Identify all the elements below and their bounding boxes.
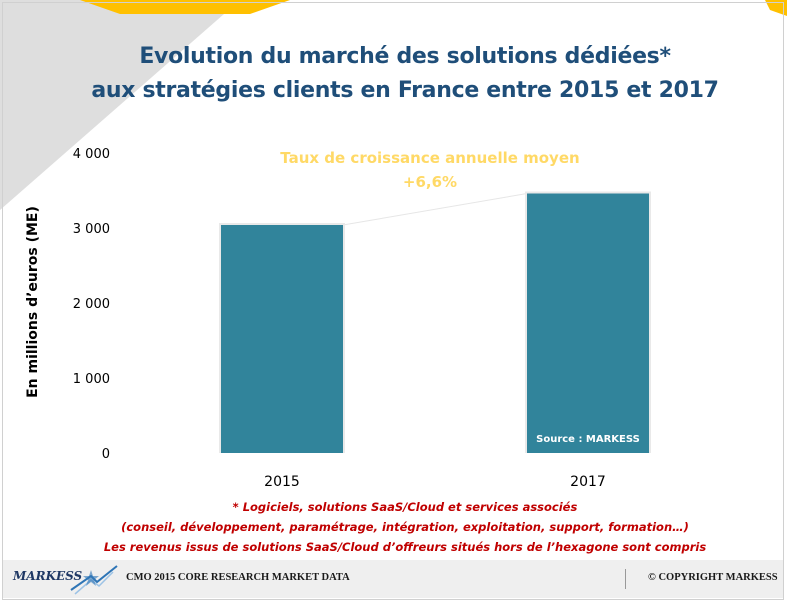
y-axis-label: En millions d’euros (ME) — [25, 206, 41, 398]
bar-2015 — [221, 225, 343, 453]
y-tick-label: 1 000 — [73, 372, 110, 387]
x-tick-label: 2015 — [264, 474, 300, 490]
plot-area: 0 1 000 2 000 3 000 4 000 2015 2017 Source : MA… — [73, 147, 651, 490]
y-tick-label: 3 000 — [73, 222, 110, 237]
footer-bar: MARKESS CMO 2015 CORE RESEARCH MARKET DA… — [3, 560, 783, 598]
footnote-line: * Logiciels, solutions SaaS/Cloud et ser… — [232, 500, 578, 514]
y-tick-label: 4 000 — [73, 147, 110, 162]
chart-title-line2: aux stratégies clients en France entre 2… — [91, 78, 719, 103]
footer-text: CMO 2015 CORE RESEARCH MARKET DATA — [126, 572, 350, 583]
footnotes: * Logiciels, solutions SaaS/Cloud et ser… — [60, 497, 750, 557]
growth-annotation: Taux de croissance annuelle moyen +6,6% — [230, 146, 630, 194]
x-tick-label: 2017 — [570, 474, 606, 490]
bar-2017 — [527, 193, 649, 453]
footnote-line: (conseil, développement, paramétrage, in… — [121, 520, 689, 534]
decor-gray-triangle — [0, 0, 240, 210]
decor-yellow-corner — [765, 0, 787, 16]
chart-title: Evolution du marché des solutions dédiée… — [60, 40, 750, 108]
growth-connector-line — [342, 193, 528, 226]
markess-logo: MARKESS — [13, 569, 83, 583]
footer-copyright: © COPYRIGHT MARKESS — [648, 572, 778, 583]
decor-yellow-shape — [80, 0, 290, 14]
footer-divider — [625, 569, 626, 589]
y-tick-label: 2 000 — [73, 297, 110, 312]
growth-annotation-value: +6,6% — [402, 173, 458, 191]
footnote-line: Les revenus issus de solutions SaaS/Clou… — [103, 540, 707, 554]
growth-annotation-label: Taux de croissance annuelle moyen — [280, 149, 580, 167]
source-label: Source : MARKESS — [536, 434, 640, 445]
markess-logo-icon — [70, 565, 118, 595]
chart-title-line1: Evolution du marché des solutions dédiée… — [139, 44, 671, 69]
y-tick-label: 0 — [102, 447, 110, 462]
